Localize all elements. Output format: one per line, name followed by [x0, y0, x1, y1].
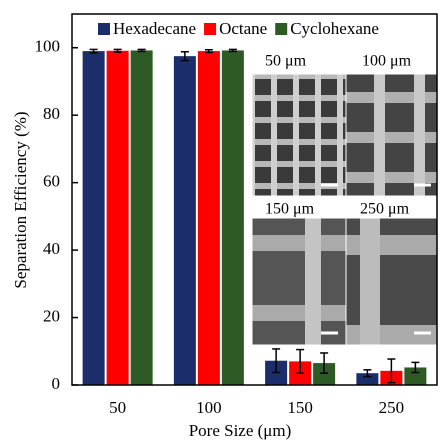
error-bar	[204, 49, 213, 54]
legend-swatch	[98, 23, 110, 35]
bar	[82, 51, 105, 385]
bar	[356, 373, 379, 385]
y-tick-label: 100	[35, 37, 61, 56]
sem-image	[345, 217, 438, 346]
x-axis-label: Pore Size (μm)	[189, 421, 292, 440]
y-axis-label: Separation Efficiency (%)	[11, 111, 30, 288]
error-bar	[272, 348, 281, 374]
error-bar	[137, 48, 146, 53]
inset-label: 100 μm	[362, 53, 412, 70]
legend-label: Cyclohexane	[290, 19, 379, 38]
bar	[313, 363, 336, 385]
error-bar	[296, 348, 305, 374]
error-bar	[89, 48, 98, 54]
x-tick-label: 100	[196, 398, 222, 417]
y-tick-label: 60	[43, 172, 60, 191]
legend-swatch	[275, 23, 288, 35]
inset-label: 50 μm	[265, 53, 307, 70]
error-bar	[180, 51, 189, 62]
x-tick-label: 150	[287, 398, 313, 417]
x-tick-label: 50	[109, 398, 126, 417]
legend-label: Octane	[219, 19, 267, 38]
y-tick-label: 0	[52, 374, 61, 393]
bar	[173, 56, 196, 386]
error-bar	[228, 48, 237, 53]
error-bar	[320, 352, 329, 374]
x-tick-label: 250	[379, 398, 405, 417]
bar	[197, 51, 220, 385]
error-bar	[411, 361, 420, 374]
bar	[130, 50, 153, 386]
inset-label: 150 μm	[265, 201, 315, 218]
error-bar	[113, 48, 122, 53]
sem-image	[251, 73, 347, 197]
y-tick-label: 20	[43, 306, 60, 325]
bar	[404, 367, 427, 385]
legend-label: Hexadecane	[113, 19, 196, 38]
sem-image	[345, 73, 438, 197]
bar	[106, 50, 129, 385]
inset-label: 250 μm	[360, 201, 410, 218]
insets: 50 μm 100 μm 150 μm 250 μm	[251, 53, 438, 346]
y-tick-label: 40	[43, 239, 60, 258]
plot-frame	[71, 13, 438, 386]
error-bar	[363, 369, 372, 378]
error-bar	[387, 358, 396, 384]
bar	[221, 50, 244, 386]
plot	[82, 48, 427, 386]
y-tick-label: 80	[43, 104, 60, 123]
legend-swatch	[204, 23, 217, 35]
sem-image	[251, 217, 347, 346]
